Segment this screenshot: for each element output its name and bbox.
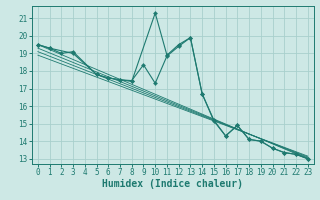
X-axis label: Humidex (Indice chaleur): Humidex (Indice chaleur): [102, 179, 243, 189]
